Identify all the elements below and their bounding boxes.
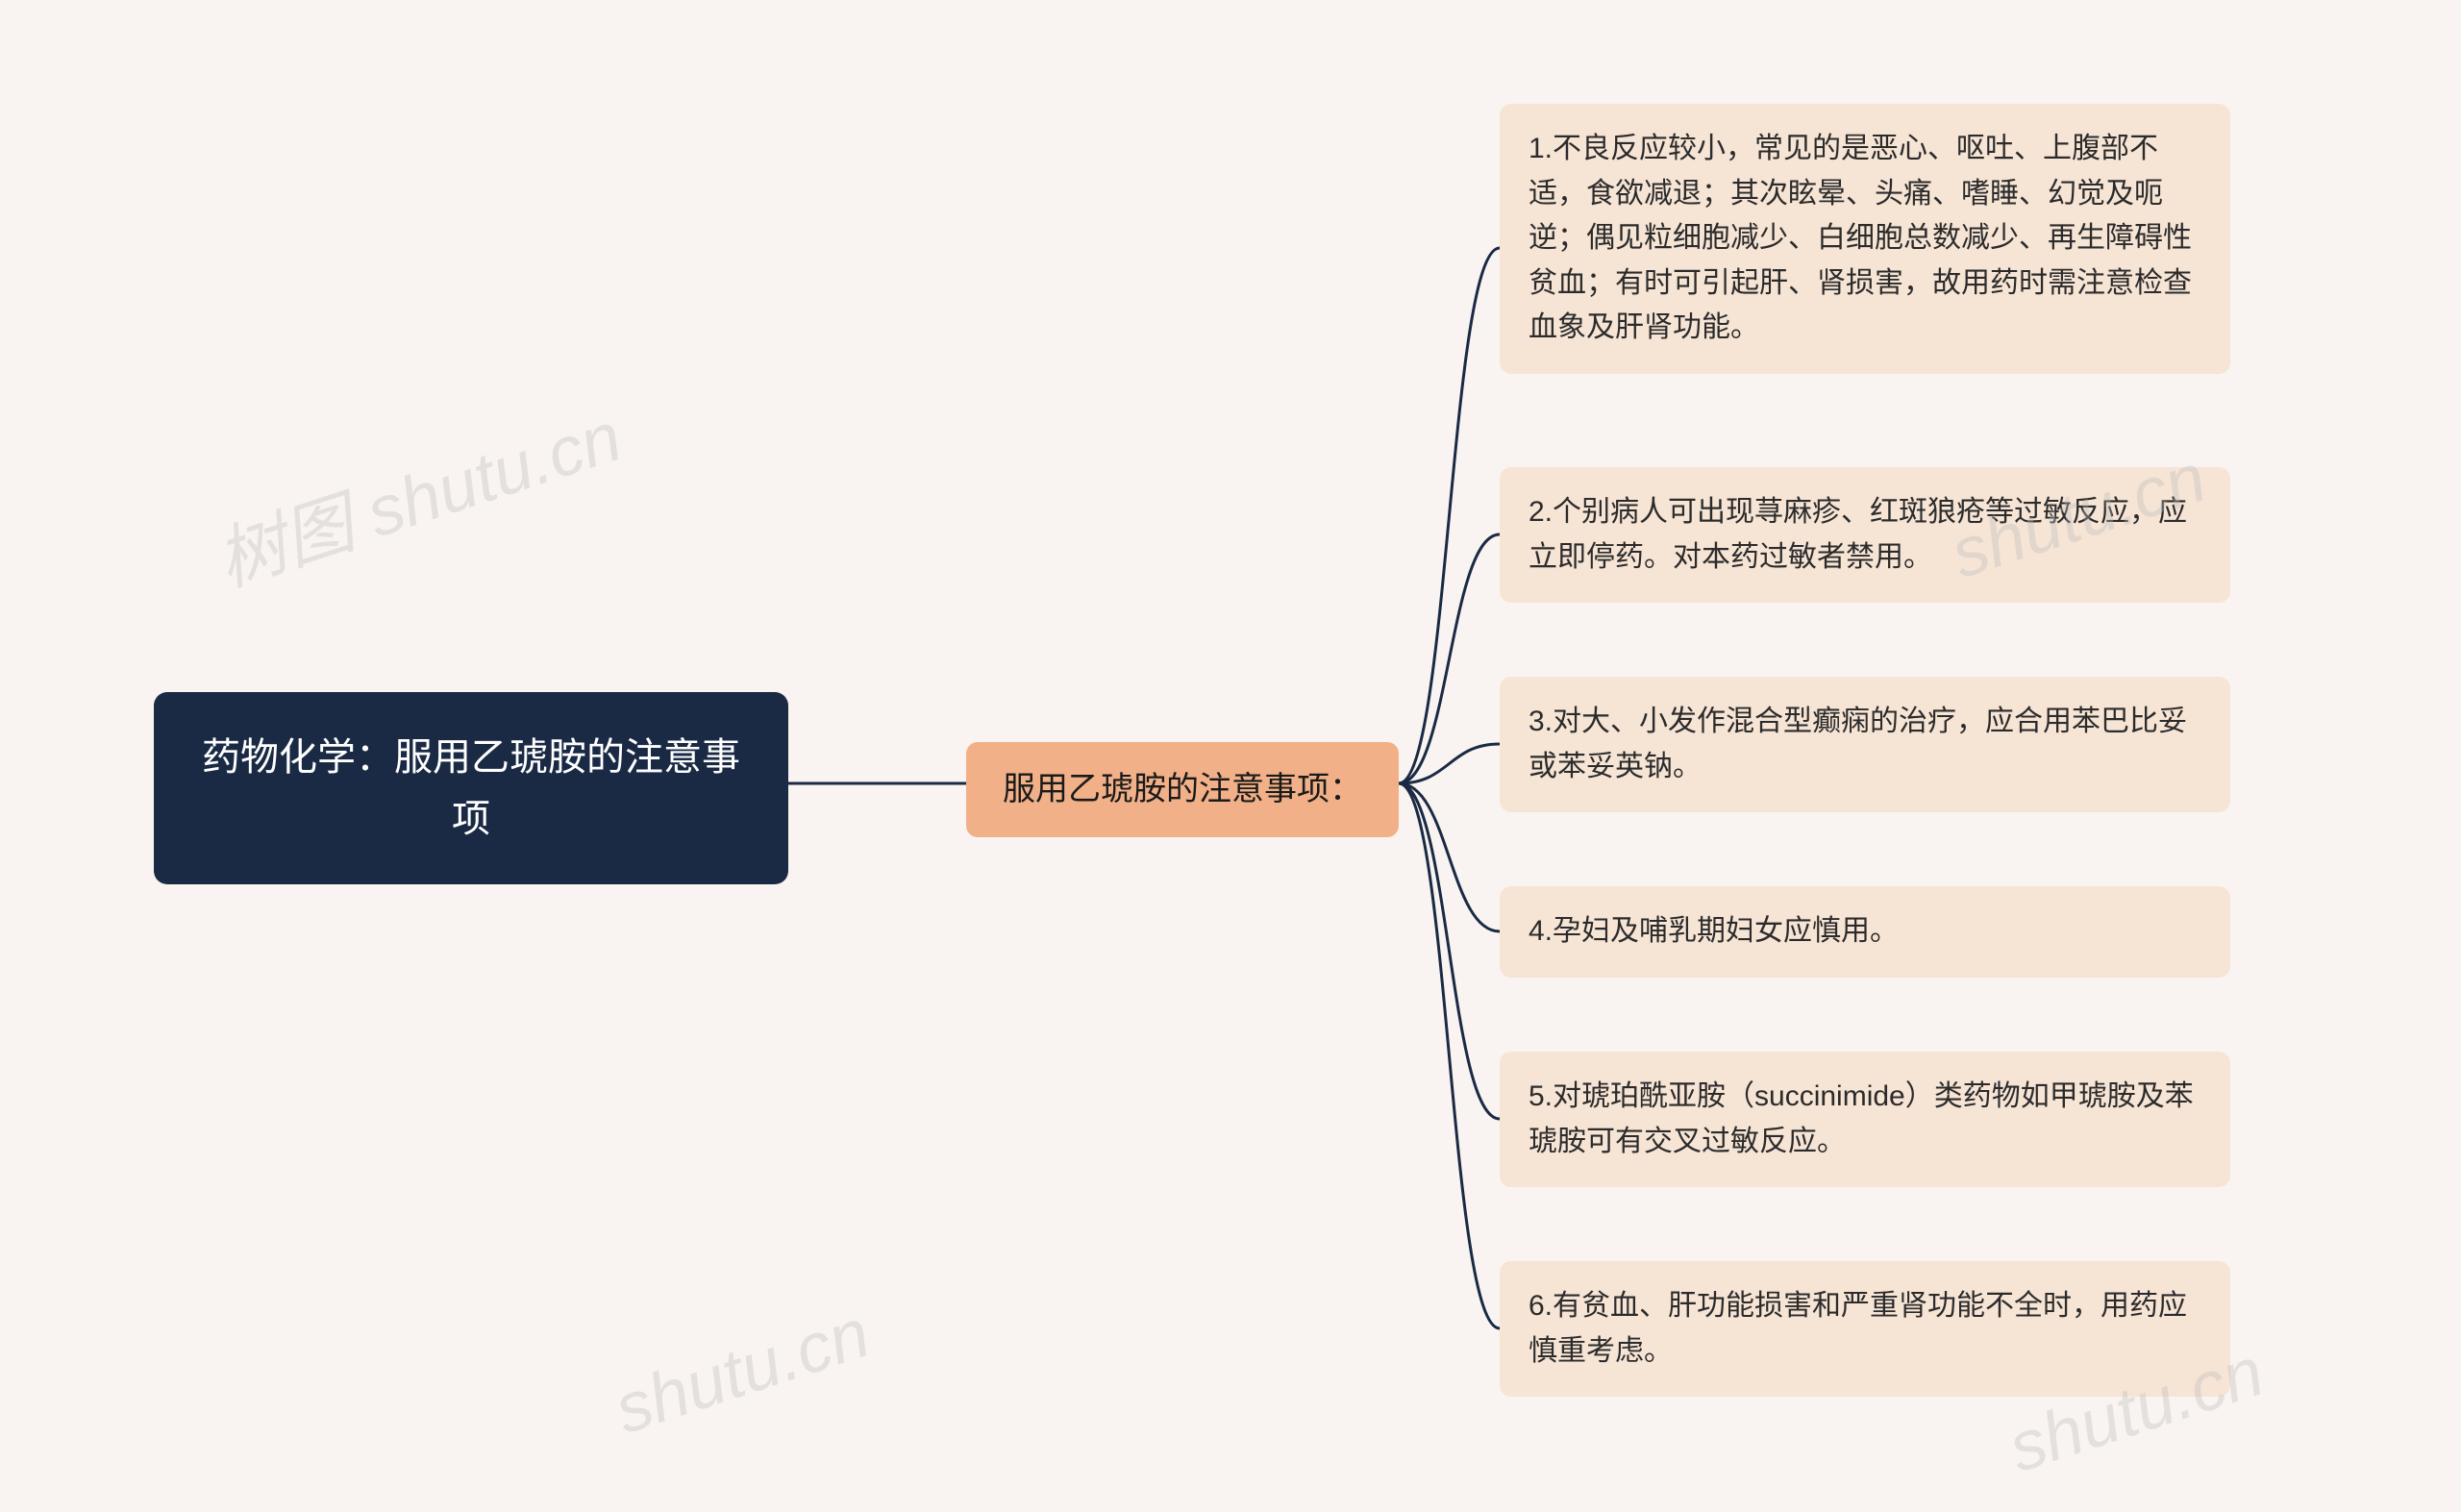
root-label: 药物化学：服用乙琥胺的注意事项 bbox=[202, 736, 740, 840]
leaf-label: 2.个别病人可出现荨麻疹、红斑狼疮等过敏反应，应立即停药。对本药过敏者禁用。 bbox=[1529, 496, 2187, 573]
mid-label: 服用乙琥胺的注意事项： bbox=[1003, 771, 1362, 807]
leaf-node: 4.孕妇及哺乳期妇女应慎用。 bbox=[1500, 886, 2230, 978]
leaf-label: 5.对琥珀酰亚胺（succinimide）类药物如甲琥胺及苯琥胺可有交叉过敏反应… bbox=[1529, 1080, 2194, 1157]
leaf-node: 5.对琥珀酰亚胺（succinimide）类药物如甲琥胺及苯琥胺可有交叉过敏反应… bbox=[1500, 1052, 2230, 1187]
leaf-label: 3.对大、小发作混合型癫痫的治疗，应合用苯巴比妥或苯妥英钠。 bbox=[1529, 706, 2187, 782]
watermark: shutu.cn bbox=[606, 1294, 879, 1450]
leaf-node: 6.有贫血、肝功能损害和严重肾功能不全时，用药应慎重考虑。 bbox=[1500, 1261, 2230, 1397]
watermark: 树图 shutu.cn bbox=[202, 380, 632, 606]
root-node: 药物化学：服用乙琥胺的注意事项 bbox=[154, 692, 788, 884]
mid-node: 服用乙琥胺的注意事项： bbox=[966, 742, 1399, 837]
leaf-node: 2.个别病人可出现荨麻疹、红斑狼疮等过敏反应，应立即停药。对本药过敏者禁用。 bbox=[1500, 467, 2230, 603]
mindmap-canvas: 药物化学：服用乙琥胺的注意事项 服用乙琥胺的注意事项： 1.不良反应较小，常见的… bbox=[0, 0, 2461, 1512]
leaf-label: 4.孕妇及哺乳期妇女应慎用。 bbox=[1529, 915, 1899, 947]
leaf-label: 6.有贫血、肝功能损害和严重肾功能不全时，用药应慎重考虑。 bbox=[1529, 1290, 2187, 1367]
leaf-node: 1.不良反应较小，常见的是恶心、呕吐、上腹部不适，食欲减退；其次眩晕、头痛、嗜睡… bbox=[1500, 104, 2230, 374]
leaf-label: 1.不良反应较小，常见的是恶心、呕吐、上腹部不适，食欲减退；其次眩晕、头痛、嗜睡… bbox=[1529, 133, 2192, 343]
leaf-node: 3.对大、小发作混合型癫痫的治疗，应合用苯巴比妥或苯妥英钠。 bbox=[1500, 677, 2230, 812]
